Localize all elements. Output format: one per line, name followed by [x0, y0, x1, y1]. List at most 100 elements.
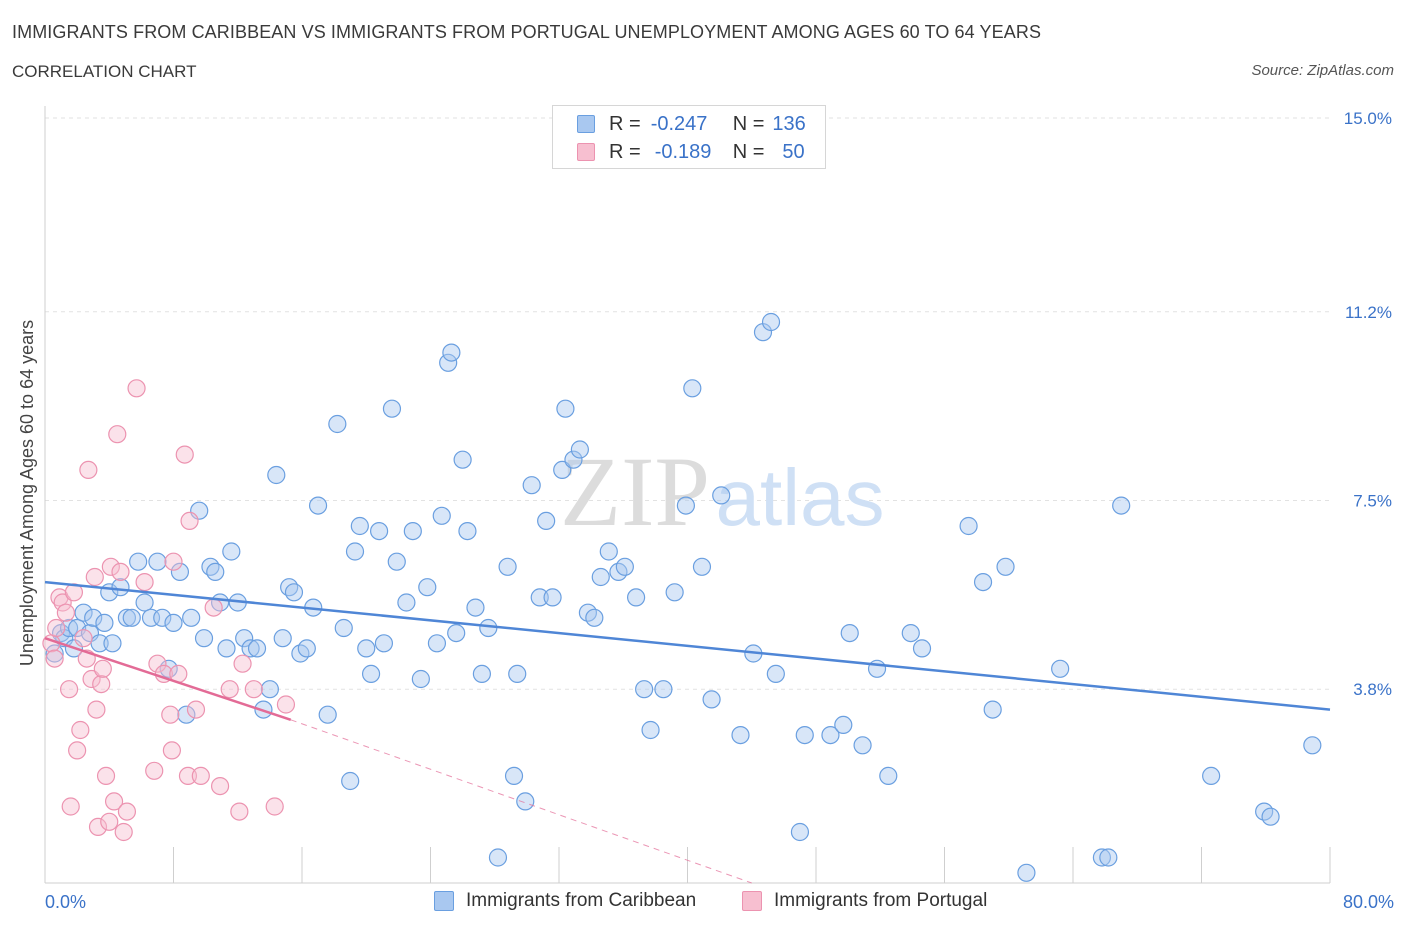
caribbean-point: [983, 700, 1002, 719]
caribbean-point: [159, 659, 178, 678]
caribbean-point: [635, 680, 654, 699]
caribbean-point: [996, 557, 1015, 576]
portugal-point: [92, 674, 111, 694]
caribbean-point: [84, 608, 103, 627]
bottom-legend-label-caribbean: Immigrants from Caribbean: [466, 890, 697, 911]
portugal-point: [164, 552, 183, 571]
caribbean-point: [361, 664, 381, 684]
caribbean-point: [516, 792, 535, 811]
legend-n-label: N =: [732, 112, 765, 135]
x-tick-label-min: 0.0%: [45, 892, 86, 912]
caribbean-point: [153, 608, 172, 627]
caribbean-point: [284, 583, 304, 602]
tick-labels: 3.8% 7.5% 11.2% 15.0% 0.0% 80.0%: [45, 109, 1394, 912]
chart-subtitle: CORRELATION CHART: [12, 62, 197, 81]
caribbean-point: [458, 521, 477, 541]
caribbean-point: [472, 664, 491, 684]
caribbean-point: [453, 450, 472, 469]
caribbean-point: [879, 766, 898, 786]
caribbean-point: [411, 669, 430, 689]
caribbean-point: [194, 629, 214, 648]
portugal-point: [161, 705, 180, 724]
bottom-legend-swatch-caribbean: [434, 891, 454, 911]
caribbean-point: [564, 450, 583, 469]
caribbean-point: [508, 664, 527, 684]
caribbean-point: [766, 664, 785, 684]
caribbean-point: [543, 588, 562, 607]
portugal-point: [85, 567, 104, 587]
caribbean-point: [466, 598, 485, 617]
caribbean-point: [308, 496, 328, 515]
portugal-point: [108, 425, 127, 444]
caribbean-point: [222, 542, 241, 561]
caribbean-point: [1261, 807, 1280, 826]
portugal-point: [162, 741, 181, 760]
caribbean-point: [206, 562, 225, 582]
portugal-point: [104, 792, 124, 811]
portugal-point: [50, 588, 69, 607]
caribbean-point: [570, 440, 589, 459]
caribbean-point: [556, 399, 575, 418]
bottom-legend-caribbean: Immigrants from Caribbean: [434, 890, 696, 912]
portugal-point: [96, 766, 116, 786]
portugal-point: [210, 776, 230, 796]
caribbean-point: [170, 562, 190, 582]
caribbean-point: [702, 690, 721, 709]
caribbean-point: [692, 557, 712, 576]
legend-n-value: 50: [782, 140, 805, 163]
caribbean-point: [1017, 863, 1036, 882]
y-tick-label: 3.8%: [1353, 680, 1392, 699]
caribbean-point: [357, 639, 376, 658]
axes: [44, 106, 1331, 884]
portugal-point: [101, 557, 120, 576]
portugal-point: [79, 460, 98, 479]
caribbean-point: [553, 460, 572, 479]
portugal-trend-extension: [290, 719, 752, 884]
portugal-point: [265, 797, 284, 816]
caribbean-point: [201, 557, 220, 576]
caribbean-point: [1202, 766, 1221, 786]
caribbean-point: [790, 822, 810, 842]
portugal-point: [127, 379, 146, 398]
caribbean-point: [241, 639, 260, 658]
caribbean-point: [95, 613, 114, 633]
legend-row-caribbean: R = -0.247 N = 136: [577, 112, 806, 136]
portugal-point: [233, 654, 252, 673]
portugal-point: [186, 700, 206, 719]
caribbean-point: [90, 634, 109, 653]
caribbean-point: [345, 542, 365, 561]
caribbean-point: [387, 552, 406, 571]
caribbean-points: [45, 312, 1322, 882]
legend-r-label: R =: [609, 140, 641, 163]
watermark-zip: ZIP: [560, 436, 710, 547]
caribbean-point: [235, 629, 254, 648]
caribbean-point: [177, 705, 196, 724]
legend-n-value: 136: [772, 112, 806, 135]
caribbean-point: [683, 379, 702, 398]
watermark: ZIP atlas: [560, 436, 884, 547]
caribbean-point: [761, 312, 781, 332]
caribbean-point: [731, 725, 750, 745]
portugal-point: [45, 649, 64, 668]
caribbean-point: [111, 578, 130, 597]
portugal-point: [178, 766, 198, 786]
y-axis-label: Unemployment Among Ages 60 to 64 years: [17, 320, 37, 666]
caribbean-point: [615, 557, 634, 576]
portugal-point: [71, 720, 90, 740]
caribbean-point: [370, 521, 389, 541]
caribbean-point: [403, 521, 422, 541]
caribbean-point: [328, 414, 347, 434]
correlation-legend: R = -0.247 N = 136 R = -0.189 N = 50: [552, 105, 826, 169]
caribbean-point: [217, 639, 236, 658]
caribbean-point: [795, 725, 814, 745]
chart-title: IMMIGRANTS FROM CARIBBEAN VS IMMIGRANTS …: [12, 22, 1042, 42]
portugal-point: [59, 680, 79, 699]
caribbean-point: [397, 593, 416, 612]
portugal-point: [74, 629, 93, 648]
source-note: Source: ZipAtlas.com: [1251, 62, 1394, 79]
caribbean-point: [280, 578, 299, 597]
portugal-point: [82, 669, 101, 689]
portugal-point: [204, 598, 223, 617]
caribbean-point: [712, 486, 731, 505]
caribbean-point: [973, 572, 993, 592]
